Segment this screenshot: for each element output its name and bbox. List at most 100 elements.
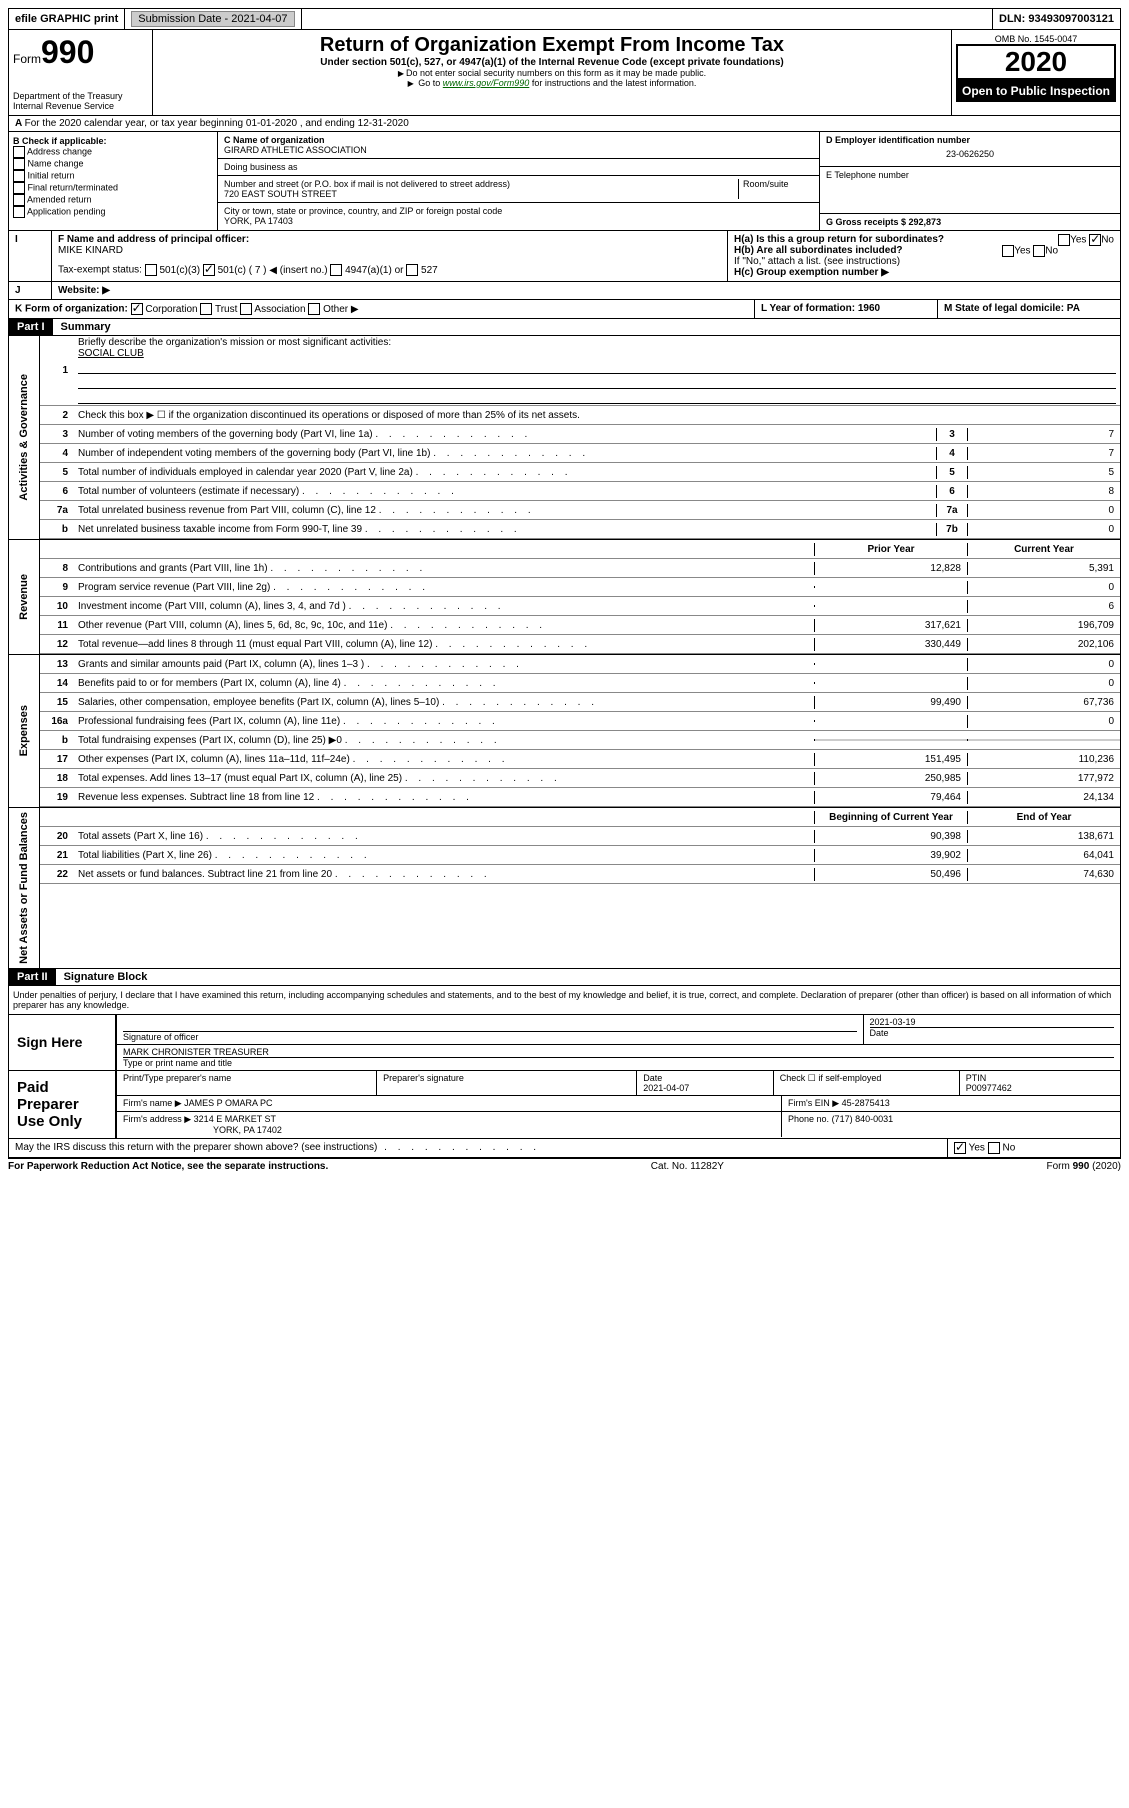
officer-name: MIKE KINARD — [58, 245, 721, 256]
form-org-opt: Corporation — [131, 304, 201, 315]
h-b-label: H(b) Are all subordinates included? — [734, 245, 903, 256]
officer-label: F Name and address of principal officer: — [58, 234, 721, 245]
begin-year-header: Beginning of Current Year — [814, 811, 967, 824]
form-title: Return of Organization Exempt From Incom… — [161, 34, 943, 57]
summary-line-15: 15Salaries, other compensation, employee… — [40, 693, 1120, 712]
summary-line-9: 9Program service revenue (Part VIII, lin… — [40, 578, 1120, 597]
netassets-section: Net Assets or Fund Balances Beginning of… — [8, 808, 1121, 969]
header-right: OMB No. 1545-0047 2020 Open to Public In… — [952, 30, 1120, 115]
discuss-text: May the IRS discuss this return with the… — [15, 1142, 377, 1153]
firm-phone: (717) 840-0031 — [832, 1114, 894, 1124]
prep-date: 2021-04-07 — [643, 1083, 689, 1093]
discuss-yes-checkbox[interactable] — [954, 1142, 966, 1154]
summary-line-21: 21Total liabilities (Part X, line 26) 39… — [40, 846, 1120, 865]
line2-desc: Check this box ▶ ☐ if the organization d… — [74, 409, 1120, 422]
page-footer: For Paperwork Reduction Act Notice, see … — [8, 1158, 1121, 1174]
part1-title: Summary — [53, 319, 119, 335]
part1-label: Part I — [9, 319, 53, 335]
phone-label: E Telephone number — [826, 170, 1114, 180]
note-2: Go to www.irs.gov/Form990 for instructio… — [161, 78, 943, 88]
summary-line-8: 8Contributions and grants (Part VIII, li… — [40, 559, 1120, 578]
form-prefix: Form — [13, 52, 41, 66]
self-employed-check: Check ☐ if self-employed — [774, 1071, 960, 1095]
hb-no-checkbox[interactable] — [1033, 245, 1045, 257]
section-k-l-m: K Form of organization: Corporation Trus… — [8, 300, 1121, 319]
discuss-no-checkbox[interactable] — [988, 1142, 1000, 1154]
hb-yes-checkbox[interactable] — [1002, 245, 1014, 257]
revenue-section: Revenue Prior Year Current Year 8Contrib… — [8, 540, 1121, 655]
sig-date-label: Date — [870, 1027, 1115, 1038]
footer-mid: Cat. No. 11282Y — [651, 1161, 724, 1172]
part2-label: Part II — [9, 969, 56, 985]
current-year-header: Current Year — [967, 543, 1120, 556]
expenses-section: Expenses 13Grants and similar amounts pa… — [8, 655, 1121, 808]
h-a-label: H(a) Is this a group return for subordin… — [734, 234, 944, 245]
city-value: YORK, PA 17403 — [224, 216, 813, 226]
declaration-text: Under penalties of perjury, I declare th… — [8, 986, 1121, 1015]
ein-label: D Employer identification number — [826, 135, 1114, 145]
summary-line-19: 19Revenue less expenses. Subtract line 1… — [40, 788, 1120, 807]
header-left: Form990 Department of the Treasury Inter… — [9, 30, 153, 115]
prior-year-header: Prior Year — [814, 543, 967, 556]
ha-no-checkbox[interactable] — [1089, 234, 1101, 246]
checkbox-name-change: Name change — [13, 158, 213, 170]
section-c: C Name of organization GIRARD ATHLETIC A… — [218, 132, 820, 230]
header-center: Return of Organization Exempt From Incom… — [153, 30, 952, 115]
summary-line-b: bNet unrelated business taxable income f… — [40, 520, 1120, 539]
ptin-value: P00977462 — [966, 1083, 1012, 1093]
firm-address: 3214 E MARKET ST — [194, 1114, 276, 1124]
summary-line-20: 20Total assets (Part X, line 16) 90,3981… — [40, 827, 1120, 846]
summary-line-12: 12Total revenue—add lines 8 through 11 (… — [40, 635, 1120, 654]
summary-line-13: 13Grants and similar amounts paid (Part … — [40, 655, 1120, 674]
info-grid: B Check if applicable: Address change Na… — [8, 132, 1121, 231]
form-org-label: K Form of organization: — [15, 304, 128, 315]
note-1: Do not enter social security numbers on … — [161, 68, 943, 78]
form-org-opt: Association — [240, 304, 308, 315]
netassets-label: Net Assets or Fund Balances — [9, 808, 40, 968]
summary-line-10: 10Investment income (Part VIII, column (… — [40, 597, 1120, 616]
section-a: A For the 2020 calendar year, or tax yea… — [8, 116, 1121, 132]
form-org-opt: Trust — [200, 304, 240, 315]
summary-line-3: 3Number of voting members of the governi… — [40, 425, 1120, 444]
efile-label: efile GRAPHIC print — [9, 9, 125, 29]
h-c-label: H(c) Group exemption number ▶ — [734, 267, 1114, 278]
room-label: Room/suite — [739, 179, 813, 199]
dba-label: Doing business as — [224, 162, 813, 172]
summary-line-18: 18Total expenses. Add lines 13–17 (must … — [40, 769, 1120, 788]
checkbox-address-change: Address change — [13, 146, 213, 158]
checkbox-final-return-terminated: Final return/terminated — [13, 182, 213, 194]
type-name-label: Type or print name and title — [123, 1057, 1114, 1068]
summary-line-11: 11Other revenue (Part VIII, column (A), … — [40, 616, 1120, 635]
website-label: Website: ▶ — [58, 285, 110, 296]
checkbox-application-pending: Application pending — [13, 206, 213, 218]
submission-date: Submission Date - 2021-04-07 — [125, 9, 301, 29]
street-label: Number and street (or P.O. box if mail i… — [224, 179, 734, 189]
irs-label: Internal Revenue Service — [13, 101, 148, 111]
tax-status-opt: 501(c) ( 7 ) ◀ (insert no.) — [203, 265, 331, 276]
sign-here-label: Sign Here — [9, 1015, 117, 1070]
sig-officer-label: Signature of officer — [123, 1031, 857, 1042]
discuss-row: May the IRS discuss this return with the… — [8, 1139, 1121, 1158]
tax-status-opt: 527 — [406, 265, 437, 276]
line1-desc: Briefly describe the organization's miss… — [78, 337, 391, 348]
paid-preparer-block: Paid Preparer Use Only Print/Type prepar… — [8, 1071, 1121, 1139]
footer-left: For Paperwork Reduction Act Notice, see … — [8, 1161, 328, 1172]
prep-sig-label: Preparer's signature — [377, 1071, 637, 1095]
gross-receipts: G Gross receipts $ 292,873 — [826, 217, 941, 227]
instructions-link[interactable]: www.irs.gov/Form990 — [443, 78, 530, 88]
omb-number: OMB No. 1545-0047 — [956, 34, 1116, 44]
summary-line-16a: 16aProfessional fundraising fees (Part I… — [40, 712, 1120, 731]
ha-yes-checkbox[interactable] — [1058, 234, 1070, 246]
expenses-label: Expenses — [9, 655, 40, 807]
section-d-e-g: D Employer identification number 23-0626… — [820, 132, 1120, 230]
tax-year: 2020 — [956, 44, 1116, 80]
sig-date-value: 2021-03-19 — [870, 1017, 1115, 1027]
paid-preparer-label: Paid Preparer Use Only — [9, 1071, 117, 1138]
firm-city: YORK, PA 17402 — [213, 1125, 282, 1135]
section-f-h: I F Name and address of principal office… — [8, 231, 1121, 282]
footer-right: Form 990 (2020) — [1047, 1161, 1121, 1172]
firm-name: JAMES P OMARA PC — [184, 1098, 272, 1108]
checkbox-initial-return: Initial return — [13, 170, 213, 182]
part2-header: Part II Signature Block — [8, 969, 1121, 986]
officer-name-value: MARK CHRONISTER TREASURER — [123, 1047, 1114, 1057]
